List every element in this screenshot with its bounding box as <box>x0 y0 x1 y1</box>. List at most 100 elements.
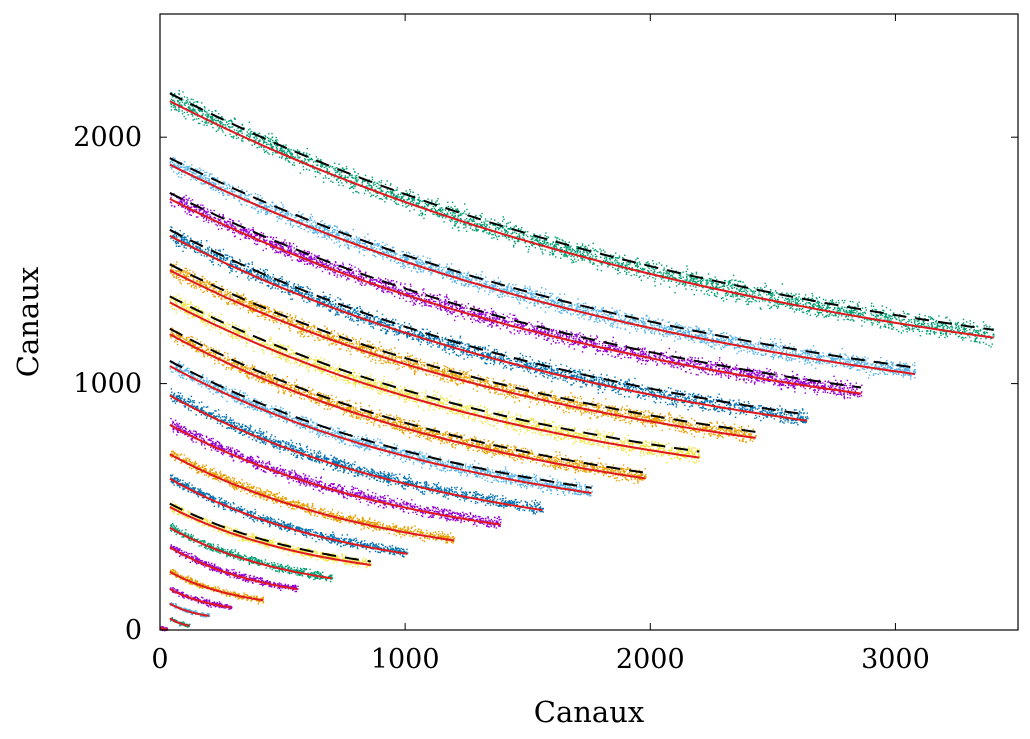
data-point <box>871 303 872 304</box>
data-point <box>198 118 199 119</box>
data-point <box>412 192 413 193</box>
data-point <box>518 302 519 303</box>
data-point <box>727 287 728 288</box>
data-point <box>382 258 383 259</box>
data-point <box>446 266 447 267</box>
data-point <box>258 211 259 212</box>
data-point <box>619 255 620 256</box>
data-point <box>483 221 484 222</box>
data-point <box>484 225 485 226</box>
data-point <box>817 315 818 316</box>
data-point <box>422 271 423 272</box>
data-point <box>173 105 174 106</box>
data-point <box>683 277 684 278</box>
data-point <box>904 368 905 369</box>
data-point <box>565 241 566 242</box>
data-point <box>228 123 229 124</box>
data-point <box>690 285 691 286</box>
data-point <box>188 103 189 104</box>
data-point <box>225 124 226 125</box>
data-point <box>963 327 964 328</box>
data-point <box>740 290 741 291</box>
data-point <box>353 177 354 178</box>
data-point <box>205 114 206 115</box>
data-point <box>480 216 481 217</box>
data-point <box>883 372 884 373</box>
data-point <box>609 258 610 259</box>
data-point <box>358 192 359 193</box>
data-point <box>723 347 724 348</box>
data-point <box>377 195 378 196</box>
data-point <box>525 231 526 232</box>
data-point <box>265 151 266 152</box>
data-point <box>540 307 541 308</box>
data-point <box>988 345 989 346</box>
data-point <box>184 116 185 117</box>
data-point <box>342 168 343 169</box>
data-point <box>789 305 790 306</box>
data-point <box>257 213 258 214</box>
data-point <box>277 221 278 222</box>
data-point <box>176 110 177 111</box>
data-point <box>870 320 871 321</box>
data-point <box>270 143 271 144</box>
data-point <box>655 330 656 331</box>
data-point <box>448 206 449 207</box>
data-point <box>632 314 633 315</box>
data-point <box>597 322 598 323</box>
data-point <box>752 299 753 300</box>
data-point <box>241 138 242 139</box>
data-point <box>208 110 209 111</box>
data-point <box>533 303 534 304</box>
data-point <box>281 148 282 149</box>
data-point <box>934 333 935 334</box>
data-point <box>755 352 756 353</box>
data-point <box>259 139 260 140</box>
data-point <box>558 311 559 312</box>
data-point <box>518 241 519 242</box>
data-point <box>794 295 795 296</box>
data-point <box>718 284 719 285</box>
data-point <box>268 206 269 207</box>
data-point <box>493 280 494 281</box>
data-point <box>562 305 563 306</box>
data-point <box>872 324 873 325</box>
data-point <box>422 212 423 213</box>
data-point <box>207 113 208 114</box>
data-point <box>772 347 773 348</box>
data-point <box>885 326 886 327</box>
data-point <box>822 305 823 306</box>
data-point <box>915 324 916 325</box>
data-point <box>194 109 195 110</box>
data-point <box>440 211 441 212</box>
data-point <box>834 307 835 308</box>
data-point <box>772 341 773 342</box>
data-point <box>973 322 974 323</box>
data-point <box>984 333 985 334</box>
data-point <box>191 164 192 165</box>
data-point <box>798 296 799 297</box>
data-point <box>951 326 952 327</box>
data-point <box>922 324 923 325</box>
data-point <box>866 319 867 320</box>
data-point <box>873 315 874 316</box>
data-point <box>757 287 758 288</box>
data-point <box>492 234 493 235</box>
data-point <box>891 316 892 317</box>
data-point <box>513 246 514 247</box>
data-point <box>246 205 247 206</box>
data-point <box>480 274 481 275</box>
data-point <box>780 345 781 346</box>
data-point <box>830 300 831 301</box>
data-point <box>766 294 767 295</box>
data-point <box>976 341 977 342</box>
data-point <box>855 312 856 313</box>
data-point <box>487 220 488 221</box>
data-point <box>904 364 905 365</box>
data-point <box>459 215 460 216</box>
data-point <box>786 350 787 351</box>
data-point <box>837 306 838 307</box>
data-point <box>672 276 673 277</box>
data-point <box>515 297 516 298</box>
data-point <box>915 372 916 373</box>
